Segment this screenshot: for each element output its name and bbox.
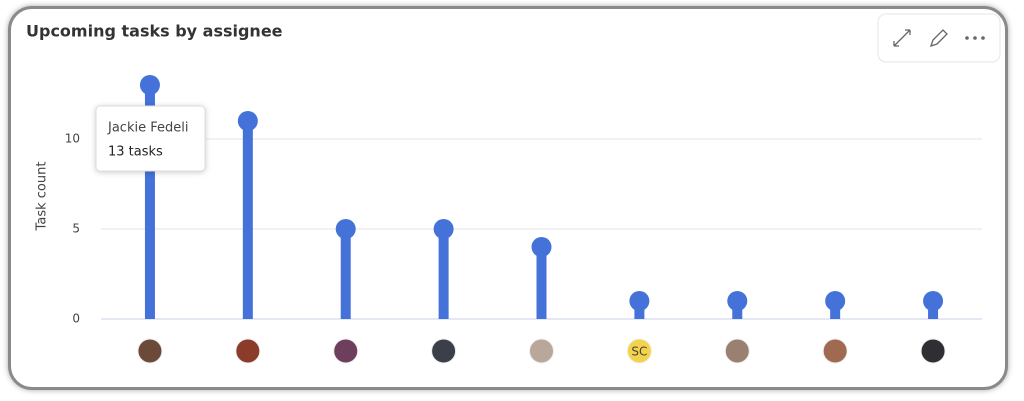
more-icon[interactable] (965, 36, 985, 40)
dot (629, 291, 650, 311)
toolbar (877, 13, 1001, 63)
dot (433, 219, 454, 239)
avatar (235, 338, 261, 364)
stem (340, 229, 351, 319)
avatar (920, 338, 946, 364)
card (8, 6, 1008, 390)
avatar (137, 338, 163, 364)
avatar (333, 338, 359, 364)
avatar (529, 338, 554, 364)
avatar (431, 338, 457, 364)
expand-icon[interactable] (893, 29, 911, 47)
dot (237, 111, 258, 131)
y-tick-label: 5 (72, 222, 80, 236)
edit-icon[interactable] (929, 29, 948, 48)
tooltip-title: Jackie Fedeli (107, 121, 188, 136)
dot (825, 291, 846, 311)
dot (531, 237, 552, 257)
dot (335, 219, 356, 239)
dot (139, 75, 160, 95)
y-axis-label: Task count (35, 162, 50, 232)
x-tick-label: SC (631, 345, 647, 359)
tooltip-box (95, 105, 206, 172)
stem (144, 85, 155, 319)
stem (438, 229, 449, 319)
dot (727, 291, 748, 311)
chart-title: Upcoming tasks by assignee (26, 22, 283, 41)
avatar (626, 338, 652, 364)
y-tick-label: 0 (72, 312, 80, 326)
tooltip: Jackie Fedeli 13 tasks (95, 105, 206, 172)
stem (242, 121, 253, 319)
avatar (724, 338, 750, 364)
stem (536, 247, 547, 319)
avatar (822, 338, 848, 364)
dot (923, 291, 944, 311)
y-tick-label: 10 (65, 132, 80, 146)
tooltip-text: 13 tasks (108, 145, 163, 160)
